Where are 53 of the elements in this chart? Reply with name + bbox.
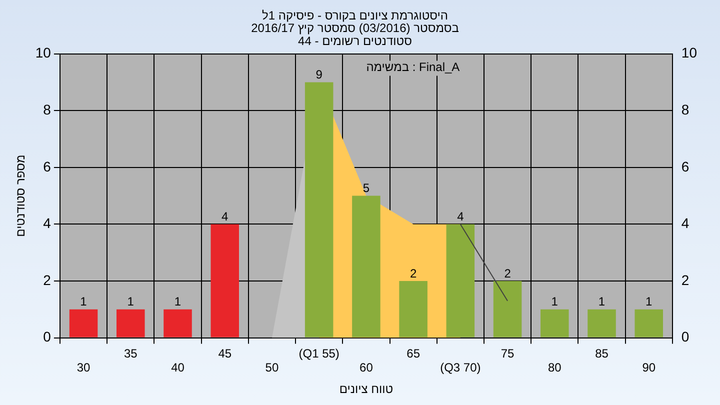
- data-label: 1: [551, 294, 558, 309]
- y-axis-title: מספר סטודנטים: [14, 154, 28, 237]
- data-label: 9: [316, 68, 323, 82]
- data-label: 1: [598, 294, 606, 309]
- x-tick-label: 35: [124, 346, 138, 360]
- bar: [69, 309, 98, 338]
- x-tick-label: 85: [595, 346, 609, 360]
- x-tick-label: 40: [171, 360, 185, 375]
- bar: [540, 309, 569, 338]
- y-tick-label: 6: [43, 158, 52, 174]
- bar: [116, 309, 145, 338]
- bar: [399, 281, 428, 338]
- y2-tick-label: 10: [681, 44, 698, 61]
- bar: [588, 309, 616, 338]
- x-tick-label: 90: [642, 360, 656, 375]
- x-axis-title: טווח ציונים: [339, 382, 394, 396]
- chart-title: היסטוגרמת ציונים בקורס - פיסיקה 1ל: [262, 8, 448, 23]
- x-tick-label: 50: [265, 360, 279, 375]
- y-tick-label: 4: [43, 215, 52, 232]
- bar: [634, 309, 664, 338]
- bar: [493, 281, 522, 338]
- data-label: 1: [174, 294, 182, 309]
- chart-subtitle: בסמסטר (03/2016) סמסטר קיץ 2016/17 סטודנטים רשומים - 44: [251, 21, 459, 48]
- y-tick-label: 2: [43, 272, 52, 288]
- data-label: 1: [127, 294, 134, 309]
- x-tick-label: 80: [548, 360, 562, 375]
- y-tick-label: 8: [43, 101, 52, 118]
- x-tick-label: 60: [360, 360, 374, 375]
- x-tick-label: (Q1 55): [298, 346, 340, 360]
- data-label: 4: [222, 210, 229, 224]
- y2-tick-label: 4: [681, 215, 690, 232]
- annotation: במשימה : Final_A: [366, 60, 460, 74]
- y2-tick-label: 0: [681, 328, 690, 345]
- x-tick-label: (Q3 70): [440, 360, 481, 375]
- data-label: 1: [80, 294, 88, 309]
- data-label: 2: [410, 266, 417, 280]
- x-tick-label: 65: [406, 346, 420, 360]
- bar: [446, 224, 475, 338]
- data-label: 1: [646, 294, 653, 309]
- y2-tick-label: 2: [681, 272, 690, 288]
- data-label: 2: [504, 266, 512, 280]
- x-tick-label: 75: [500, 346, 515, 360]
- y-tick-label: 0: [43, 328, 52, 345]
- data-label: 4: [457, 210, 464, 224]
- y2-tick-label: 6: [681, 158, 690, 174]
- data-label: 5: [362, 181, 370, 196]
- bar: [352, 196, 380, 338]
- x-tick-label: 30: [76, 360, 91, 375]
- y-tick-label: 10: [35, 44, 52, 61]
- x-tick-label: 45: [218, 346, 232, 360]
- y2-tick-label: 8: [681, 101, 690, 118]
- bar: [164, 309, 192, 338]
- bar: [210, 224, 239, 338]
